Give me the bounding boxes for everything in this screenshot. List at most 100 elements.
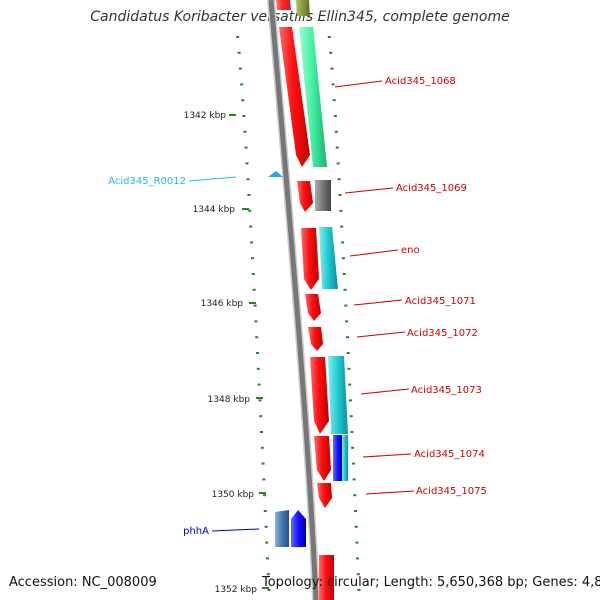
ruler-tick-outer <box>347 367 351 370</box>
ruler-tick-outer <box>337 178 341 181</box>
ruler-tick-outer <box>351 446 355 449</box>
ruler-tick-outer <box>338 194 342 196</box>
label-eno[interactable]: eno <box>401 245 420 256</box>
ruler-tick-outer <box>348 399 352 402</box>
ruler-tick-inner <box>247 194 251 196</box>
ruler-tick-inner <box>266 557 269 560</box>
ruler-tick-inner <box>243 130 247 133</box>
ruler-tick-inner <box>248 209 252 212</box>
ruler-ticks-inner <box>236 36 271 591</box>
genome-backbone-core <box>268 0 319 600</box>
gene-arrow-eno-red[interactable] <box>301 228 319 290</box>
ruler-tick-inner <box>261 462 265 465</box>
ruler-tick-inner <box>264 525 268 528</box>
ruler-tick-outer <box>349 415 353 418</box>
gene-arrow-acid345-1074-cyan[interactable] <box>342 435 348 481</box>
gene-arrow-acid345-1069-red[interactable] <box>297 181 313 212</box>
ruler-tick-outer <box>345 320 349 323</box>
gene-arrow-olive[interactable] <box>296 0 310 16</box>
gene-arrow-acid345-1072-red[interactable] <box>308 327 323 351</box>
label-acid345-1074[interactable]: Acid345_1074 <box>414 449 485 460</box>
gene-arrow-acid345-1075-red[interactable] <box>317 483 332 508</box>
topology-text: Topology: circular; Length: 5,650,368 bp… <box>262 575 600 590</box>
label-acid345-1072[interactable]: Acid345_1072 <box>407 328 478 339</box>
ruler-tick-outer <box>334 130 338 133</box>
gene-arrow-acid345-1073-red[interactable] <box>310 357 329 434</box>
ruler-label-1348: 1348 kbp <box>208 395 251 405</box>
ruler-tick-outer <box>340 225 344 228</box>
ruler-tick-inner <box>246 178 250 181</box>
ruler-tick-inner <box>258 399 262 402</box>
ruler-tick-inner <box>251 273 255 275</box>
label-phha[interactable]: phhA <box>183 526 209 537</box>
gene-arrows <box>268 0 348 600</box>
ruler-tick-inner <box>267 589 271 591</box>
gene-arrow-top-red[interactable] <box>276 0 291 10</box>
ruler-tick-inner <box>241 99 245 102</box>
gene-arrow-acid345-1069-gray[interactable] <box>315 180 331 211</box>
feature-labels: Acid345_1068 Acid345_1069 eno Acid345_10… <box>108 76 487 537</box>
gene-arrow-bottom-red[interactable] <box>319 555 334 600</box>
label-acid345-1069[interactable]: Acid345_1069 <box>396 183 467 194</box>
ruler-tick-outer <box>342 273 346 275</box>
ruler-tick-outer <box>331 83 335 86</box>
trna-marker-acid345-r0012[interactable] <box>268 171 283 177</box>
accession-text: Accession: NC_008009 <box>9 575 157 590</box>
ruler-label-1346: 1346 kbp <box>201 299 244 309</box>
ruler-tick-inner <box>249 225 253 228</box>
label-acid345-1075[interactable]: Acid345_1075 <box>416 486 487 497</box>
gene-arrow-acid345-1074-red[interactable] <box>314 436 331 481</box>
gene-arrow-acid345-1068-seafoam[interactable] <box>299 27 327 167</box>
ruler-tick-outer <box>345 336 349 339</box>
ruler-labels: 1342 kbp 1344 kbp 1346 kbp 1348 kbp 1350… <box>184 111 258 595</box>
label-acid345-1073[interactable]: Acid345_1073 <box>411 385 482 396</box>
ruler-tick-inner <box>257 383 261 386</box>
gene-arrow-eno-cyan[interactable] <box>319 227 338 289</box>
ruler-tick-outer <box>341 241 345 244</box>
label-acid345-1071[interactable]: Acid345_1071 <box>405 296 476 307</box>
ruler-tick-inner <box>256 367 260 370</box>
ruler-tick-inner <box>266 573 270 576</box>
label-acid345-r0012[interactable]: Acid345_R0012 <box>108 176 186 187</box>
ruler-tick-outer <box>356 557 360 560</box>
ruler-tick-inner <box>260 446 264 449</box>
ruler-tick-outer <box>350 431 354 433</box>
ruler-tick-outer <box>341 257 345 260</box>
gene-arrow-phha-steel[interactable] <box>275 510 289 547</box>
ruler-tick-inner <box>255 336 259 339</box>
gene-arrow-acid345-1068-red[interactable] <box>279 27 310 167</box>
ruler-tick-outer <box>343 288 347 291</box>
ruler-label-1352: 1352 kbp <box>215 585 258 595</box>
gene-arrow-acid345-1073-cyan[interactable] <box>328 356 348 434</box>
ruler-label-1342: 1342 kbp <box>184 111 227 121</box>
gene-arrow-acid345-1074-blue[interactable] <box>333 435 343 481</box>
ruler-tick-outer <box>335 146 339 149</box>
ruler-tick-inner <box>256 352 259 354</box>
ruler-tick-inner <box>251 257 254 260</box>
ruler-tick-outer <box>352 478 356 481</box>
ruler-tick-outer <box>329 51 333 54</box>
ruler-tick-inner <box>238 67 242 70</box>
ruler-tick-outer <box>346 352 350 354</box>
ruler-tick-outer <box>351 462 355 465</box>
gene-arrow-acid345-1071-red[interactable] <box>305 294 321 321</box>
ruler-tick-inner <box>236 36 240 38</box>
ruler-label-1344: 1344 kbp <box>193 205 236 215</box>
gene-arrow-phha-blue[interactable] <box>291 510 306 547</box>
ruler-tick-inner <box>254 320 258 323</box>
ruler-tick-outer <box>344 304 348 307</box>
ruler-tick-inner <box>262 478 266 481</box>
ruler-tick-inner <box>263 494 267 497</box>
ruler-tick-inner <box>253 304 257 307</box>
label-acid345-1068[interactable]: Acid345_1068 <box>385 76 456 87</box>
ruler-tick-inner <box>240 83 244 86</box>
ruler-tick-outer <box>348 383 352 386</box>
ruler-tick-outer <box>339 209 343 212</box>
ruler-tick-outer <box>336 162 340 165</box>
ruler-tick-inner <box>245 162 249 165</box>
ruler-tick-outer <box>332 99 336 102</box>
map-title: Candidatus Koribacter versatilis Ellin34… <box>90 9 510 25</box>
ruler-tick-outer <box>327 36 331 38</box>
ruler-label-1350: 1350 kbp <box>212 490 255 500</box>
